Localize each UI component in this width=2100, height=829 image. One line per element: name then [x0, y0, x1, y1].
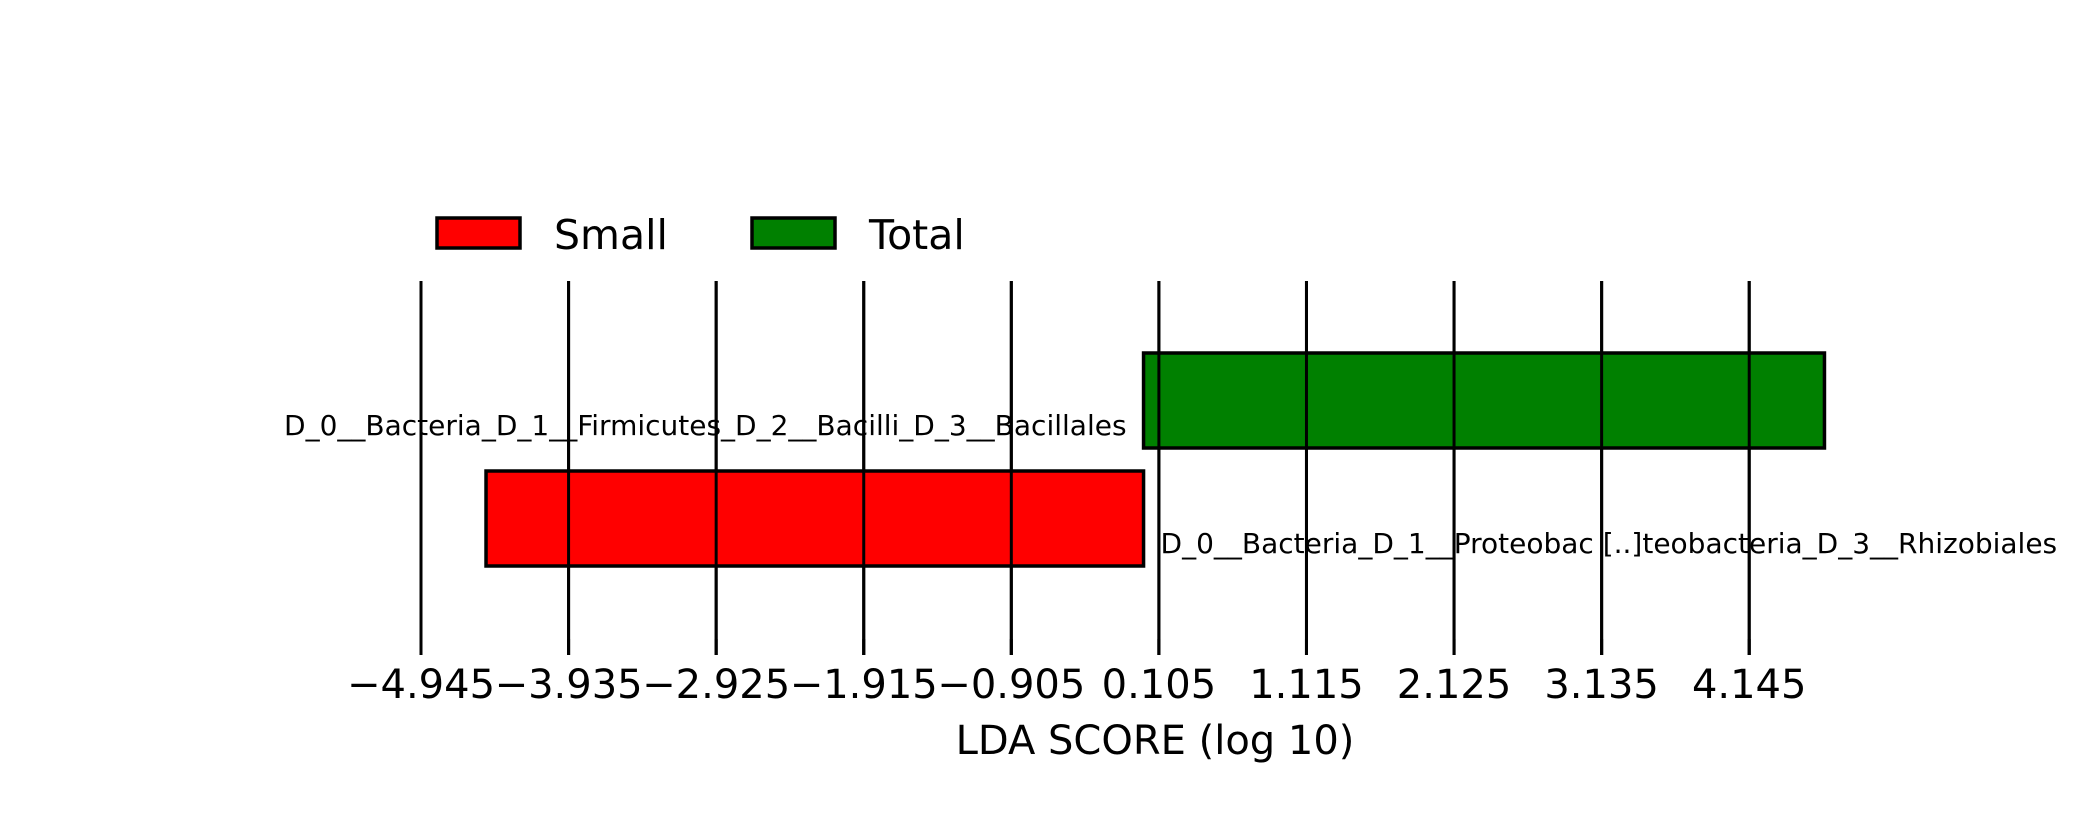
x-tick-label: 3.135	[1544, 662, 1659, 708]
x-tick-label: 2.125	[1397, 662, 1512, 708]
x-tick-label: −4.945	[347, 662, 495, 708]
grid-lines-overlay	[419, 281, 1751, 655]
legend-swatch-total	[750, 216, 837, 250]
grid-lines	[419, 281, 1751, 655]
bar-small	[484, 469, 1146, 568]
x-tick-label: −1.915	[790, 662, 938, 708]
bar-total	[1141, 351, 1827, 450]
legend-label-total: Total	[868, 211, 965, 259]
x-tick-label: 0.105	[1102, 662, 1217, 708]
x-tick-label: −0.905	[937, 662, 1085, 708]
x-axis-title: LDA SCORE (log 10)	[956, 718, 1355, 764]
x-tick-label: 1.115	[1249, 662, 1364, 708]
legend-label-small: Small	[554, 211, 668, 259]
legend: Small Total	[435, 211, 965, 259]
bar-category-label: D_0__Bacteria_D_1__Firmicutes_D_2__Bacil…	[284, 409, 1127, 442]
bar-category-label: D_0__Bacteria_D_1__Proteobac [..]teobact…	[1161, 527, 2058, 560]
legend-swatch-small	[435, 216, 522, 250]
bar-labels: D_0__Bacteria_D_1__Firmicutes_D_2__Bacil…	[284, 409, 2057, 560]
x-tick-label: −2.925	[642, 662, 790, 708]
x-tick-label: 4.145	[1692, 662, 1807, 708]
x-tick-label: −3.935	[495, 662, 643, 708]
bars	[484, 351, 1827, 568]
x-axis-ticks: −4.945 −3.935 −2.925 −1.915 −0.905 0.105 1.115…	[347, 639, 1806, 708]
